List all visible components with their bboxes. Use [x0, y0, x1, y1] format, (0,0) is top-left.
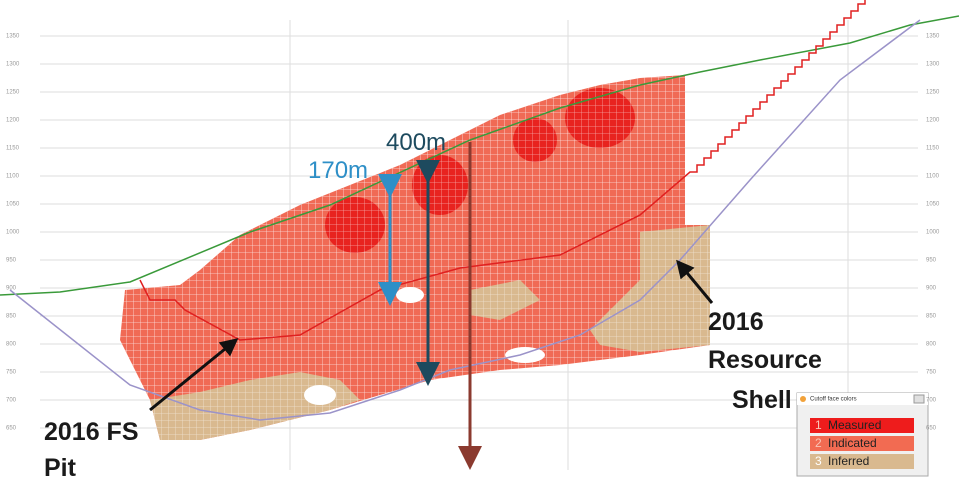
- elevation-label: 1200: [6, 118, 20, 124]
- legend-swatch-measured: [810, 418, 914, 433]
- pointer-arrow: [676, 259, 714, 304]
- elevation-label: 850: [926, 314, 937, 320]
- legend-number: 3: [815, 454, 822, 468]
- void: [505, 347, 545, 363]
- legend-label: Measured: [828, 418, 881, 432]
- shell-label: 2016: [708, 308, 764, 336]
- topography-line: [0, 15, 959, 296]
- legend-titlebar: [797, 393, 928, 405]
- elevation-label: 1050: [6, 202, 20, 208]
- label-170m: 170m: [308, 157, 368, 184]
- legend-icon: [800, 396, 806, 402]
- elevation-label: 700: [6, 398, 17, 404]
- legend-number: 2: [815, 436, 822, 450]
- resource-shell-line: [9, 19, 921, 421]
- elevation-label: 750: [6, 370, 17, 376]
- elevation-label: 850: [6, 314, 17, 320]
- fs-pit-line: [139, 0, 866, 341]
- elevation-label: 1000: [6, 230, 20, 236]
- elevation-label: 1100: [926, 174, 940, 180]
- elevation-label: 1200: [926, 118, 940, 124]
- elevation-label: 1250: [926, 90, 940, 96]
- elevation-label: 1150: [926, 146, 940, 152]
- elevation-label: 800: [926, 342, 937, 348]
- legend-label: Indicated: [828, 436, 877, 450]
- measured-blocks: [412, 155, 468, 215]
- inferred-blocks: [590, 225, 710, 352]
- measured-blocks: [565, 88, 635, 148]
- legend-title: Cutoff face colors: [810, 397, 857, 403]
- elevation-label: 900: [6, 286, 17, 292]
- elevation-label: 1300: [926, 62, 940, 68]
- fs-pit-label: 2016 FS: [44, 418, 139, 446]
- void: [304, 385, 336, 405]
- elevation-label: 950: [6, 258, 17, 264]
- elevation-label: 1000: [926, 230, 940, 236]
- elevation-label: 650: [6, 426, 17, 432]
- label-400m: 400m: [386, 129, 446, 156]
- block-model: [120, 75, 710, 440]
- legend-swatch-indicated: [810, 436, 914, 451]
- elevation-label: 1300: [6, 62, 20, 68]
- legend-swatch-inferred: [810, 454, 914, 469]
- elevation-label: 1250: [6, 90, 20, 96]
- elevation-label: 1100: [6, 174, 20, 180]
- elevation-label: 1150: [6, 146, 20, 152]
- measured-blocks: [513, 118, 557, 162]
- legend: Cutoff face colors 1 Measured 2 Indicate…: [796, 392, 929, 477]
- elevation-label: 650: [926, 426, 937, 432]
- pointer-arrow: [149, 338, 239, 412]
- inferred-blocks: [470, 280, 540, 320]
- legend-number: 1: [815, 418, 822, 432]
- shell-label: Shell: [732, 386, 792, 414]
- elevation-label: 950: [926, 258, 937, 264]
- elevation-label: 700: [926, 398, 937, 404]
- fs-pit-label: Pit: [44, 454, 77, 482]
- close-button[interactable]: [913, 394, 925, 404]
- elevation-label: 1050: [926, 202, 940, 208]
- elevation-label: 1350: [926, 34, 940, 40]
- legend-label: Inferred: [828, 454, 869, 468]
- elevation-label: 800: [6, 342, 17, 348]
- measured-blocks: [325, 197, 385, 253]
- shell-label: Resource: [708, 346, 822, 374]
- elevation-label: 750: [926, 370, 937, 376]
- void: [396, 287, 424, 303]
- elevation-label: 1350: [6, 34, 20, 40]
- elevation-label: 900: [926, 286, 937, 292]
